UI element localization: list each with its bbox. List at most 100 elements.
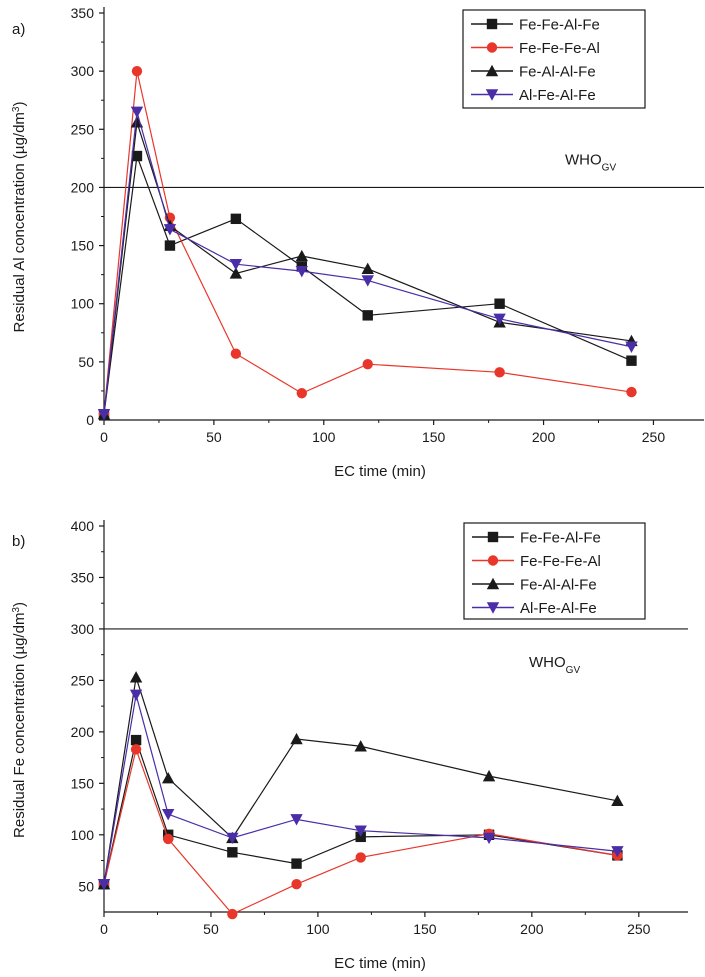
- who-label-main: WHO: [529, 654, 566, 671]
- who-guideline-label: WHOGV: [529, 654, 580, 676]
- series-Fe-Fe-Al-Fe: [98, 734, 623, 890]
- data-point: [227, 847, 238, 858]
- data-point: [494, 298, 505, 309]
- who-guideline-label: WHOGV: [565, 151, 616, 173]
- data-point: [290, 732, 303, 745]
- data-point: [361, 262, 374, 275]
- legend-marker: [487, 531, 499, 543]
- x-tick-label: 150: [422, 429, 446, 445]
- data-point: [131, 150, 143, 162]
- data-point: [291, 858, 302, 869]
- y-axis-label-sup: 3: [11, 106, 22, 112]
- y-axis-label: Residual Fe concentration (µg/dm3): [11, 602, 29, 838]
- data-point: [494, 367, 505, 378]
- y-tick-label: 0: [86, 412, 94, 428]
- who-label-sub: GV: [602, 162, 617, 173]
- series-line: [103, 122, 632, 415]
- series-line: [103, 694, 618, 885]
- data-point: [161, 771, 175, 784]
- series-line: [103, 677, 618, 885]
- x-tick-label: 50: [203, 921, 219, 937]
- data-point: [626, 355, 637, 366]
- data-point: [226, 832, 239, 845]
- x-tick-label: 250: [627, 921, 651, 937]
- y-tick-label: 150: [71, 238, 95, 254]
- legend: Fe-Fe-Al-Fe Fe-Fe-Fe-Al Fe-Al-Al-Fe Al-Fe-A…: [462, 9, 646, 109]
- x-tick-label: 0: [100, 429, 108, 445]
- data-point: [230, 213, 242, 225]
- data-point: [482, 769, 496, 782]
- y-axis-label-main: Residual Fe concentration (µg/dm: [11, 613, 28, 838]
- y-axis-label-close: ): [11, 102, 28, 107]
- series-line: [103, 155, 632, 415]
- data-point: [130, 734, 142, 746]
- data-point: [163, 224, 177, 236]
- who-label-sub: GV: [566, 664, 581, 675]
- data-point: [97, 408, 111, 421]
- series-Al-Fe-Al-Fe: [97, 106, 638, 421]
- data-point: [362, 358, 373, 370]
- y-tick-label: 250: [71, 672, 95, 688]
- who-label-main: WHO: [565, 151, 602, 168]
- legend-label: Fe-Fe-Al-Fe: [520, 530, 601, 547]
- data-point: [291, 879, 302, 890]
- y-tick-label: 50: [78, 354, 94, 370]
- y-tick-label: 200: [71, 179, 95, 195]
- chart-panel-b: b) 50 100 150 200 250 300 350 400 0 50 100 150 200 250…: [11, 518, 688, 972]
- y-axis-label: Residual Al concentration (µg/dm3): [11, 102, 29, 333]
- data-point: [130, 106, 144, 119]
- data-point: [131, 65, 143, 77]
- chart-panel-a: a) 0 50 100 150 200 250 300 350 0 50 100 150 200 250 EC…: [11, 5, 704, 480]
- data-point: [354, 740, 367, 752]
- series-Fe-Fe-Fe-Al: [98, 65, 637, 420]
- data-point: [227, 908, 238, 920]
- x-tick-label: 0: [100, 921, 108, 937]
- data-point: [625, 341, 638, 353]
- x-tick-label: 100: [306, 921, 330, 937]
- series-Al-Fe-Al-Fe: [97, 689, 624, 891]
- data-point: [295, 249, 309, 262]
- legend-label: Al-Fe-Al-Fe: [520, 600, 597, 617]
- y-tick-label: 400: [71, 518, 95, 534]
- legend-label: Fe-Al-Al-Fe: [519, 64, 596, 81]
- x-tick-label: 250: [642, 429, 666, 445]
- legend: Fe-Fe-Al-Fe Fe-Fe-Fe-Al Fe-Al-Al-Fe Al-Fe-A…: [463, 522, 646, 620]
- data-point: [611, 846, 624, 858]
- data-point: [161, 809, 175, 821]
- data-point: [129, 689, 143, 702]
- data-point: [361, 275, 374, 287]
- y-tick-label: 150: [71, 775, 95, 791]
- y-tick-label: 350: [71, 569, 95, 585]
- x-tick-label: 50: [206, 429, 222, 445]
- data-point: [362, 310, 373, 321]
- data-point: [355, 852, 366, 863]
- data-point: [164, 240, 176, 251]
- y-axis-label-main: Residual Al concentration (µg/dm: [11, 112, 28, 332]
- x-axis-label: EC time (min): [334, 955, 426, 972]
- data-point: [482, 832, 496, 845]
- y-tick-label: 300: [71, 621, 95, 637]
- data-point: [626, 386, 637, 398]
- data-point: [611, 794, 624, 807]
- data-point: [230, 348, 242, 359]
- data-point: [354, 825, 367, 837]
- data-point: [97, 879, 111, 891]
- y-tick-label: 100: [71, 296, 95, 312]
- legend-label: Al-Fe-Al-Fe: [519, 87, 596, 104]
- series-line: [103, 111, 632, 415]
- x-axis-label: EC time (min): [334, 463, 426, 480]
- y-tick-label: 100: [71, 827, 95, 843]
- x-tick-label: 150: [413, 921, 437, 937]
- legend-label: Fe-Fe-Al-Fe: [519, 17, 600, 34]
- legend-label: Fe-Fe-Fe-Al: [519, 40, 600, 57]
- x-tick-label: 200: [520, 921, 544, 937]
- x-tick-label: 200: [532, 429, 556, 445]
- legend-marker: [485, 64, 499, 77]
- y-tick-label: 300: [71, 63, 95, 79]
- data-point: [129, 671, 143, 683]
- legend-marker: [486, 42, 498, 53]
- series-line: [103, 737, 618, 885]
- legend-label: Fe-Al-Al-Fe: [520, 577, 597, 594]
- legend-marker: [485, 89, 499, 101]
